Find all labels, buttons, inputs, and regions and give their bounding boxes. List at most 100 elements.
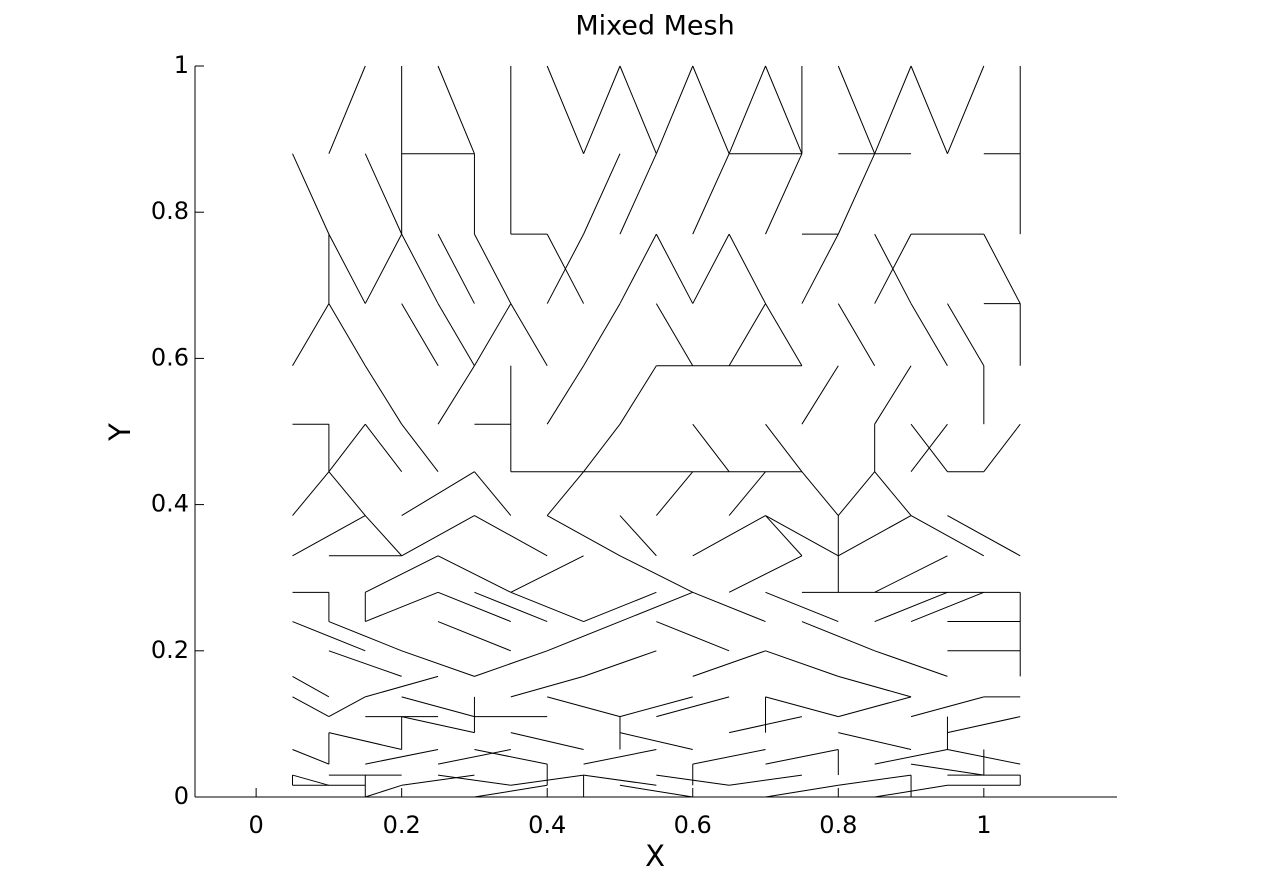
mesh-edge [910,591,985,623]
mesh-edge [838,774,912,786]
mesh-edge [655,471,694,516]
mesh-edge [328,65,366,154]
mesh-edge [546,233,585,304]
mesh-edge [510,591,584,623]
mesh-edge [437,65,475,154]
mesh-edge [437,365,475,425]
mesh-edge [583,303,621,366]
mesh-edge [583,423,621,473]
mesh-edge [983,233,1021,304]
mesh-edge [837,471,876,516]
mesh-edge [728,471,766,516]
mesh-edge [546,65,585,154]
mesh-edge [692,650,766,677]
mesh-edge [583,153,621,235]
mesh-edge [583,65,621,154]
mesh-edge [910,696,984,718]
mesh-edge [437,591,512,623]
mesh-edge [838,696,912,718]
mesh-edge [292,515,366,557]
mesh-edge [292,675,330,698]
mesh-edge [874,233,912,304]
mesh-edge [437,555,512,593]
mesh-edge [401,303,439,366]
mesh-edge [874,591,948,623]
mesh-edge [292,471,330,516]
mesh-edge [619,65,657,154]
mesh-edge [583,774,657,786]
mesh-edge [728,233,766,304]
mesh-edge [437,748,511,765]
mesh-edge [328,696,366,718]
x-axis-label: X [645,839,665,873]
mesh-edge [765,591,839,623]
mesh-edge [365,675,439,698]
chart-title: Mixed Mesh [575,11,734,42]
mesh-edge [547,621,621,652]
mesh-edge [692,65,730,154]
mesh-edge [765,153,803,235]
mesh-edge [619,555,693,593]
mesh-edge [474,784,548,798]
mesh-edge [910,763,984,776]
y-axis-label: Y [103,423,137,442]
mesh-edge [692,748,766,765]
mesh-edge [947,515,1021,557]
mesh-edge [656,621,730,652]
mesh-edge [619,591,693,623]
mesh-edge [619,515,657,557]
mesh-edge [692,153,730,235]
mesh-edge [437,621,512,652]
mesh-edge [292,696,330,718]
mesh-edge [838,515,912,557]
mesh-edge [947,716,1021,734]
mesh-edge [510,303,548,366]
mesh-edge [837,65,876,154]
mesh-edge [292,749,330,765]
mesh-edge [364,365,403,425]
mesh-edge [437,303,475,366]
x-tick-label: 0 [248,811,263,839]
mesh-edge [583,591,657,623]
mesh-edge [292,153,330,235]
mesh-edge [328,621,402,652]
mesh-edge [292,303,330,366]
mesh-edge [765,515,839,557]
mesh-edge [619,732,693,750]
mesh-edge [874,555,948,593]
mesh-edge [837,153,876,235]
mesh-edge [692,423,730,473]
mesh-edge [365,784,402,798]
mesh-edge [401,423,439,473]
y-tick-label: 0.6 [151,343,189,371]
mesh-edge [328,303,366,366]
mesh-edge [364,153,403,235]
mesh-edge [765,423,803,473]
mesh-edge [401,650,475,677]
mesh-edge [910,303,948,366]
mesh-edge [874,471,912,516]
mesh-edge [765,65,803,154]
mesh-edge [474,650,548,677]
mesh-edge [364,233,403,304]
mesh-edge [328,471,366,516]
x-tick-label: 0.6 [674,811,712,839]
mesh-edge [765,515,803,557]
mesh-edge [401,696,475,718]
mesh-edge [910,515,985,557]
mesh-edge [801,621,875,652]
mesh-edge [474,471,512,516]
mesh-edge [765,784,839,798]
mesh-edge [910,423,948,473]
mesh-edge [874,65,912,154]
mesh-edge [547,696,621,718]
mesh-edge [473,233,512,304]
mesh-edge [474,515,548,557]
mesh-edge [838,675,912,698]
mesh-edge [292,774,330,786]
mesh-edge [510,555,584,593]
mesh-edge [656,696,730,718]
mesh-edge [728,65,766,154]
mesh-edge [946,65,985,154]
mesh-edge [910,65,948,154]
